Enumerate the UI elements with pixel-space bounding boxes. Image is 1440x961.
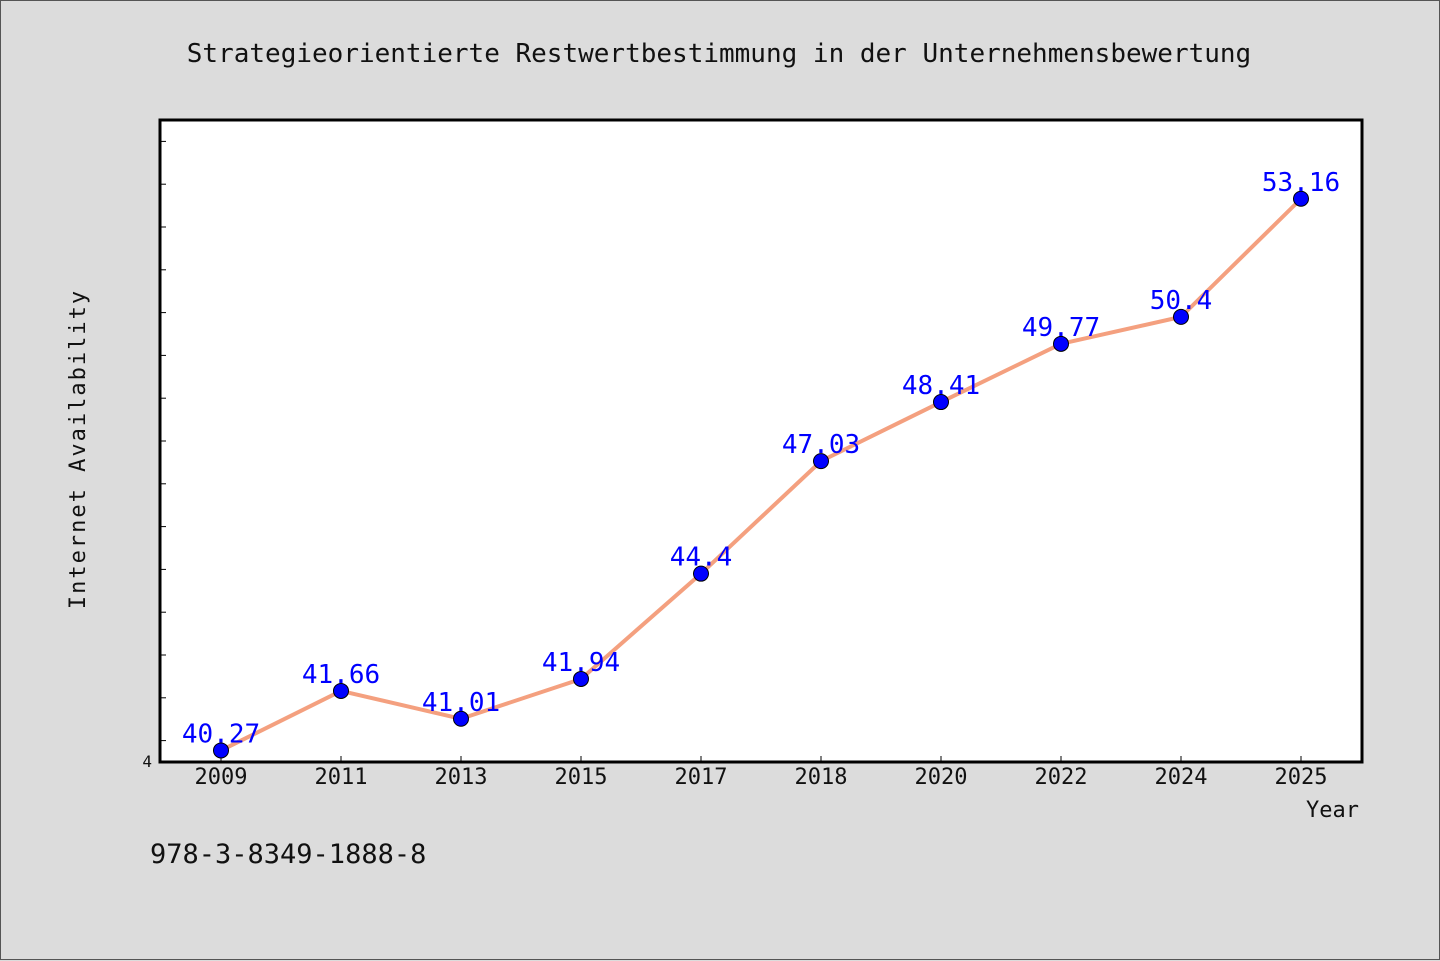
series-line [219, 196, 1303, 753]
data-label: 49.77 [1022, 313, 1100, 343]
x-tick-label: 2025 [1275, 765, 1328, 790]
data-label: 53.16 [1262, 168, 1340, 198]
x-tick-label: 2009 [195, 765, 248, 790]
data-label: 40.27 [182, 719, 260, 749]
data-label: 47.03 [782, 430, 860, 460]
data-point [1053, 335, 1069, 352]
x-tick-label: 2011 [315, 765, 368, 790]
x-tick-label: 2015 [555, 765, 608, 790]
data-label: 44.4 [670, 543, 733, 573]
y-tick-label: 4 [142, 752, 152, 771]
data-point [453, 710, 469, 727]
data-point [933, 394, 949, 411]
x-axis-ticks: 2009 2011 2013 2015 2017 2018 2020 2022 2024 2025 [195, 756, 1328, 790]
x-axis-label: Year [1306, 798, 1359, 823]
x-tick-label: 2018 [795, 765, 848, 790]
data-point [573, 670, 589, 687]
data-point [213, 742, 229, 759]
data-labels-layer: 40.27 41.66 41.01 41.94 44.4 47.03 48.41 49.77 5… [182, 168, 1340, 750]
data-label: 41.66 [302, 660, 380, 690]
data-point [1173, 308, 1189, 325]
x-tick-label: 2024 [1155, 765, 1208, 790]
data-label: 41.01 [422, 688, 500, 718]
data-point [1293, 190, 1309, 207]
data-point [813, 453, 829, 470]
chart-title: Strategieorientierte Restwertbestimmung … [187, 39, 1251, 69]
data-label: 50.4 [1150, 286, 1213, 316]
y-axis-ticks [160, 140, 166, 742]
x-tick-label: 2022 [1035, 765, 1088, 790]
data-point [333, 682, 349, 699]
plot-area [158, 118, 1364, 764]
x-tick-label: 2013 [435, 765, 488, 790]
series-layer [213, 190, 1309, 759]
y-axis-label: Internet Availability [66, 289, 91, 609]
data-label: 41.94 [542, 648, 620, 678]
data-point [693, 565, 709, 582]
data-label: 48.41 [902, 371, 980, 401]
x-tick-label: 2020 [915, 765, 968, 790]
isbn-text: 978-3-8349-1888-8 [150, 839, 426, 870]
x-tick-label: 2017 [675, 765, 728, 790]
